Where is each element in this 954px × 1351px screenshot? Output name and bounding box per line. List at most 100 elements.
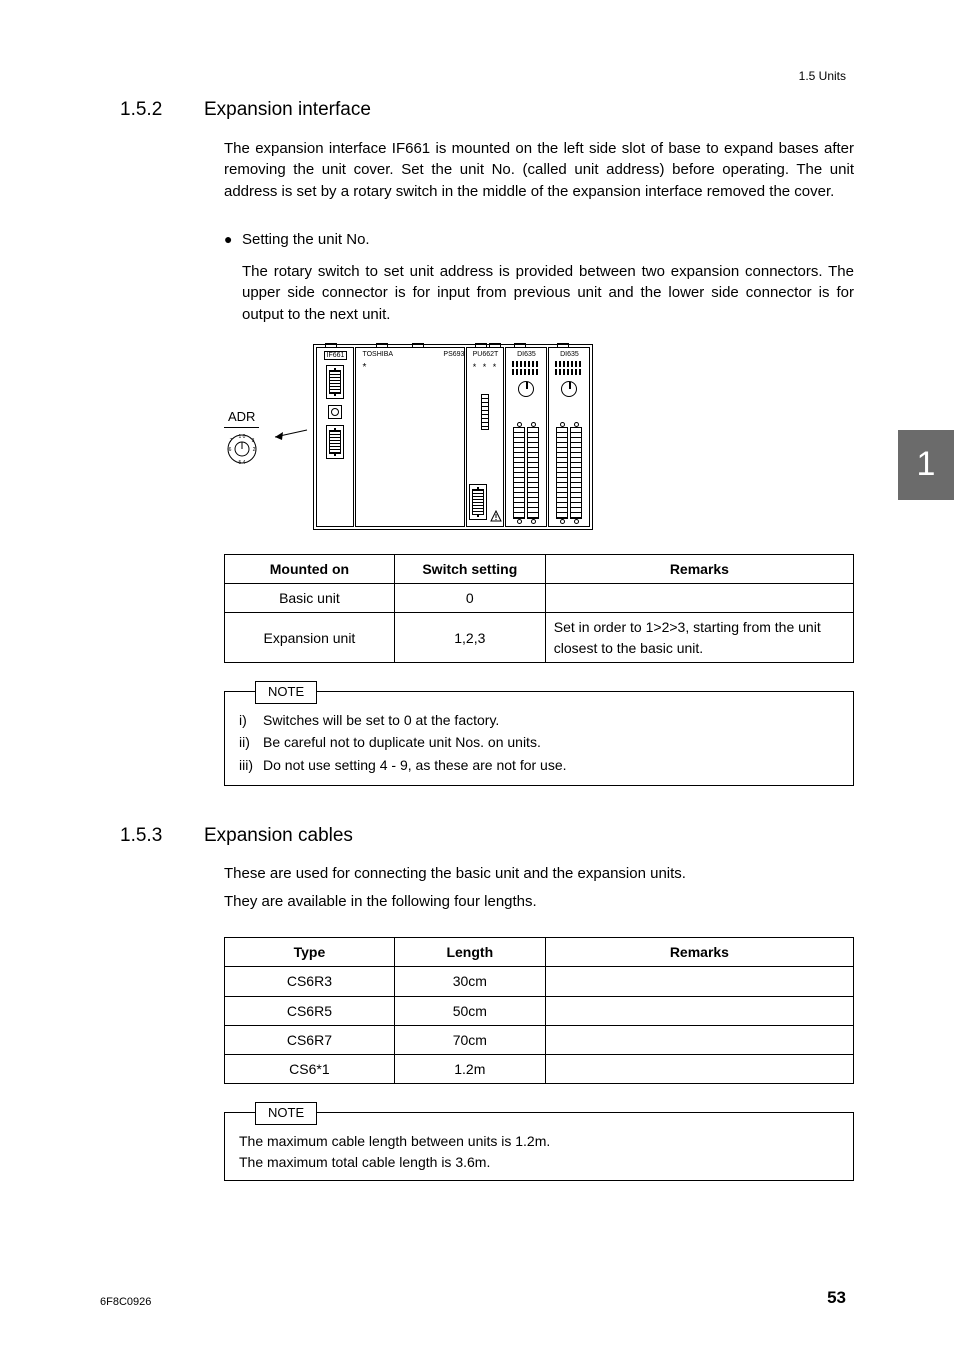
note-box-2: NOTE The maximum cable length between un… [224,1112,854,1181]
module-label: PU662T [473,351,499,358]
table-row: CS6R5 50cm [225,996,854,1025]
paragraph: The expansion interface IF661 is mounted… [224,138,854,203]
mount-tab-icon [514,343,526,348]
table-cell: CS6*1 [225,1055,395,1084]
note-text: Do not use setting 4 - 9, as these are n… [263,755,567,775]
connector-icon [469,484,487,520]
table-cell: 70cm [394,1025,545,1054]
mount-tab-icon [475,343,487,348]
terminal-block-icon [556,422,582,524]
section-number: 1.5.3 [120,822,204,850]
table-cell: CS6R5 [225,996,395,1025]
table-row: CS6R7 70cm [225,1025,854,1054]
mount-tab-icon [325,343,337,348]
note-index: iii) [239,755,263,775]
led-row-icon [555,369,583,375]
table-header-row: Mounted on Switch setting Remarks [225,554,854,583]
indicator-column-icon [481,394,489,430]
cable-length-table: Type Length Remarks CS6R3 30cm CS6R5 50c… [224,937,854,1084]
expansion-interface-figure: ADR 1 0 2 6 3 7 5 4 [224,344,854,530]
plc-chassis: IF661 TOSHIBA PS693 * [313,344,593,530]
table-cell: CS6R7 [225,1025,395,1054]
note-text: Switches will be set to 0 at the factory… [263,710,499,730]
pu-body: * * * [467,361,503,526]
table-cell: Expansion unit [225,613,395,663]
section-number: 1.5.2 [120,96,204,124]
module-di635-2: DI635 [548,347,590,527]
module-ps693: TOSHIBA PS693 * [355,347,465,527]
table-cell [545,1025,853,1054]
note-line: iii) Do not use setting 4 - 9, as these … [239,755,839,775]
led-row-icon [512,361,540,367]
paragraph: These are used for connecting the basic … [224,863,854,885]
table-cell: Basic unit [225,584,395,613]
header-section-path: 1.5 Units [799,68,846,85]
module-di635-1: DI635 [505,347,547,527]
bullet-paragraph: The rotary switch to set unit address is… [242,261,854,326]
chapter-number: 1 [917,440,936,489]
document-page: 1.5 Units 1 1.5.2 Expansion interface Th… [0,0,954,1351]
table-cell [545,996,853,1025]
rotary-switch-icon: 1 0 2 6 3 7 5 4 [225,432,259,466]
section-title: Expansion interface [204,96,371,124]
table-row: CS6*1 1.2m [225,1055,854,1084]
module-label: IF661 [327,352,345,359]
table-header: Length [394,937,545,966]
table-cell: 0 [394,584,545,613]
brand-label: TOSHIBA [362,351,393,358]
module-label: PS693 [443,351,464,358]
table-header: Remarks [545,937,853,966]
table-row: Basic unit 0 [225,584,854,613]
note-label: NOTE [255,1102,317,1125]
note-label: NOTE [255,681,317,704]
paragraph: They are available in the following four… [224,891,854,913]
table-header: Type [225,937,395,966]
connector-icon [326,365,344,399]
table1-wrap: Mounted on Switch setting Remarks Basic … [224,554,854,786]
connector-icon [326,425,344,459]
mount-tab-icon [412,343,424,348]
led-row-icon [512,369,540,375]
section-title: Expansion cables [204,822,353,850]
table-row: CS6R3 30cm [225,967,854,996]
module-label: DI635 [517,351,536,358]
module-pu662t: PU662T * * * [466,347,504,527]
chapter-tab: 1 [898,430,954,500]
asterisk-icon: * [362,361,366,376]
terminal-block-icon [513,422,539,524]
mount-tab-icon [489,343,501,348]
table-cell: 1,2,3 [394,613,545,663]
bullet-text: Setting the unit No. [242,229,370,251]
arrow-icon [273,422,313,452]
footer-doc-no: 6F8C0926 [100,1295,151,1311]
adr-callout: ADR 1 0 2 6 3 7 5 4 [224,408,259,466]
table-cell: Set in order to 1>2>3, starting from the… [545,613,853,663]
footer-page-no: 53 [827,1286,846,1311]
svg-text:5 4: 5 4 [238,460,245,466]
table-header: Remarks [545,554,853,583]
note-index: i) [239,710,263,730]
small-panel-icon [328,405,342,419]
module-label: DI635 [560,351,579,358]
note-box-1: NOTE i) Switches will be set to 0 at the… [224,691,854,786]
table-header-row: Type Length Remarks [225,937,854,966]
svg-text:3: 3 [251,438,254,444]
mount-tab-icon [557,343,569,348]
star-row: * * * [473,361,499,374]
note-line: ii) Be careful not to duplicate unit Nos… [239,732,839,752]
mount-tab-icon [376,343,388,348]
section-152-body: The expansion interface IF661 is mounted… [224,138,854,326]
rotary-icon [561,381,577,397]
table-row: Expansion unit 1,2,3 Set in order to 1>2… [225,613,854,663]
section-153-body: These are used for connecting the basic … [224,863,854,1181]
table-cell [545,967,853,996]
table-header: Switch setting [394,554,545,583]
table-header: Mounted on [225,554,395,583]
led-row-icon [555,361,583,367]
rotary-icon [518,381,534,397]
table-cell [545,1055,853,1084]
table-cell: 30cm [394,967,545,996]
module-if661: IF661 [316,347,354,527]
bullet-item: ● Setting the unit No. [224,229,854,251]
table-cell: 50cm [394,996,545,1025]
